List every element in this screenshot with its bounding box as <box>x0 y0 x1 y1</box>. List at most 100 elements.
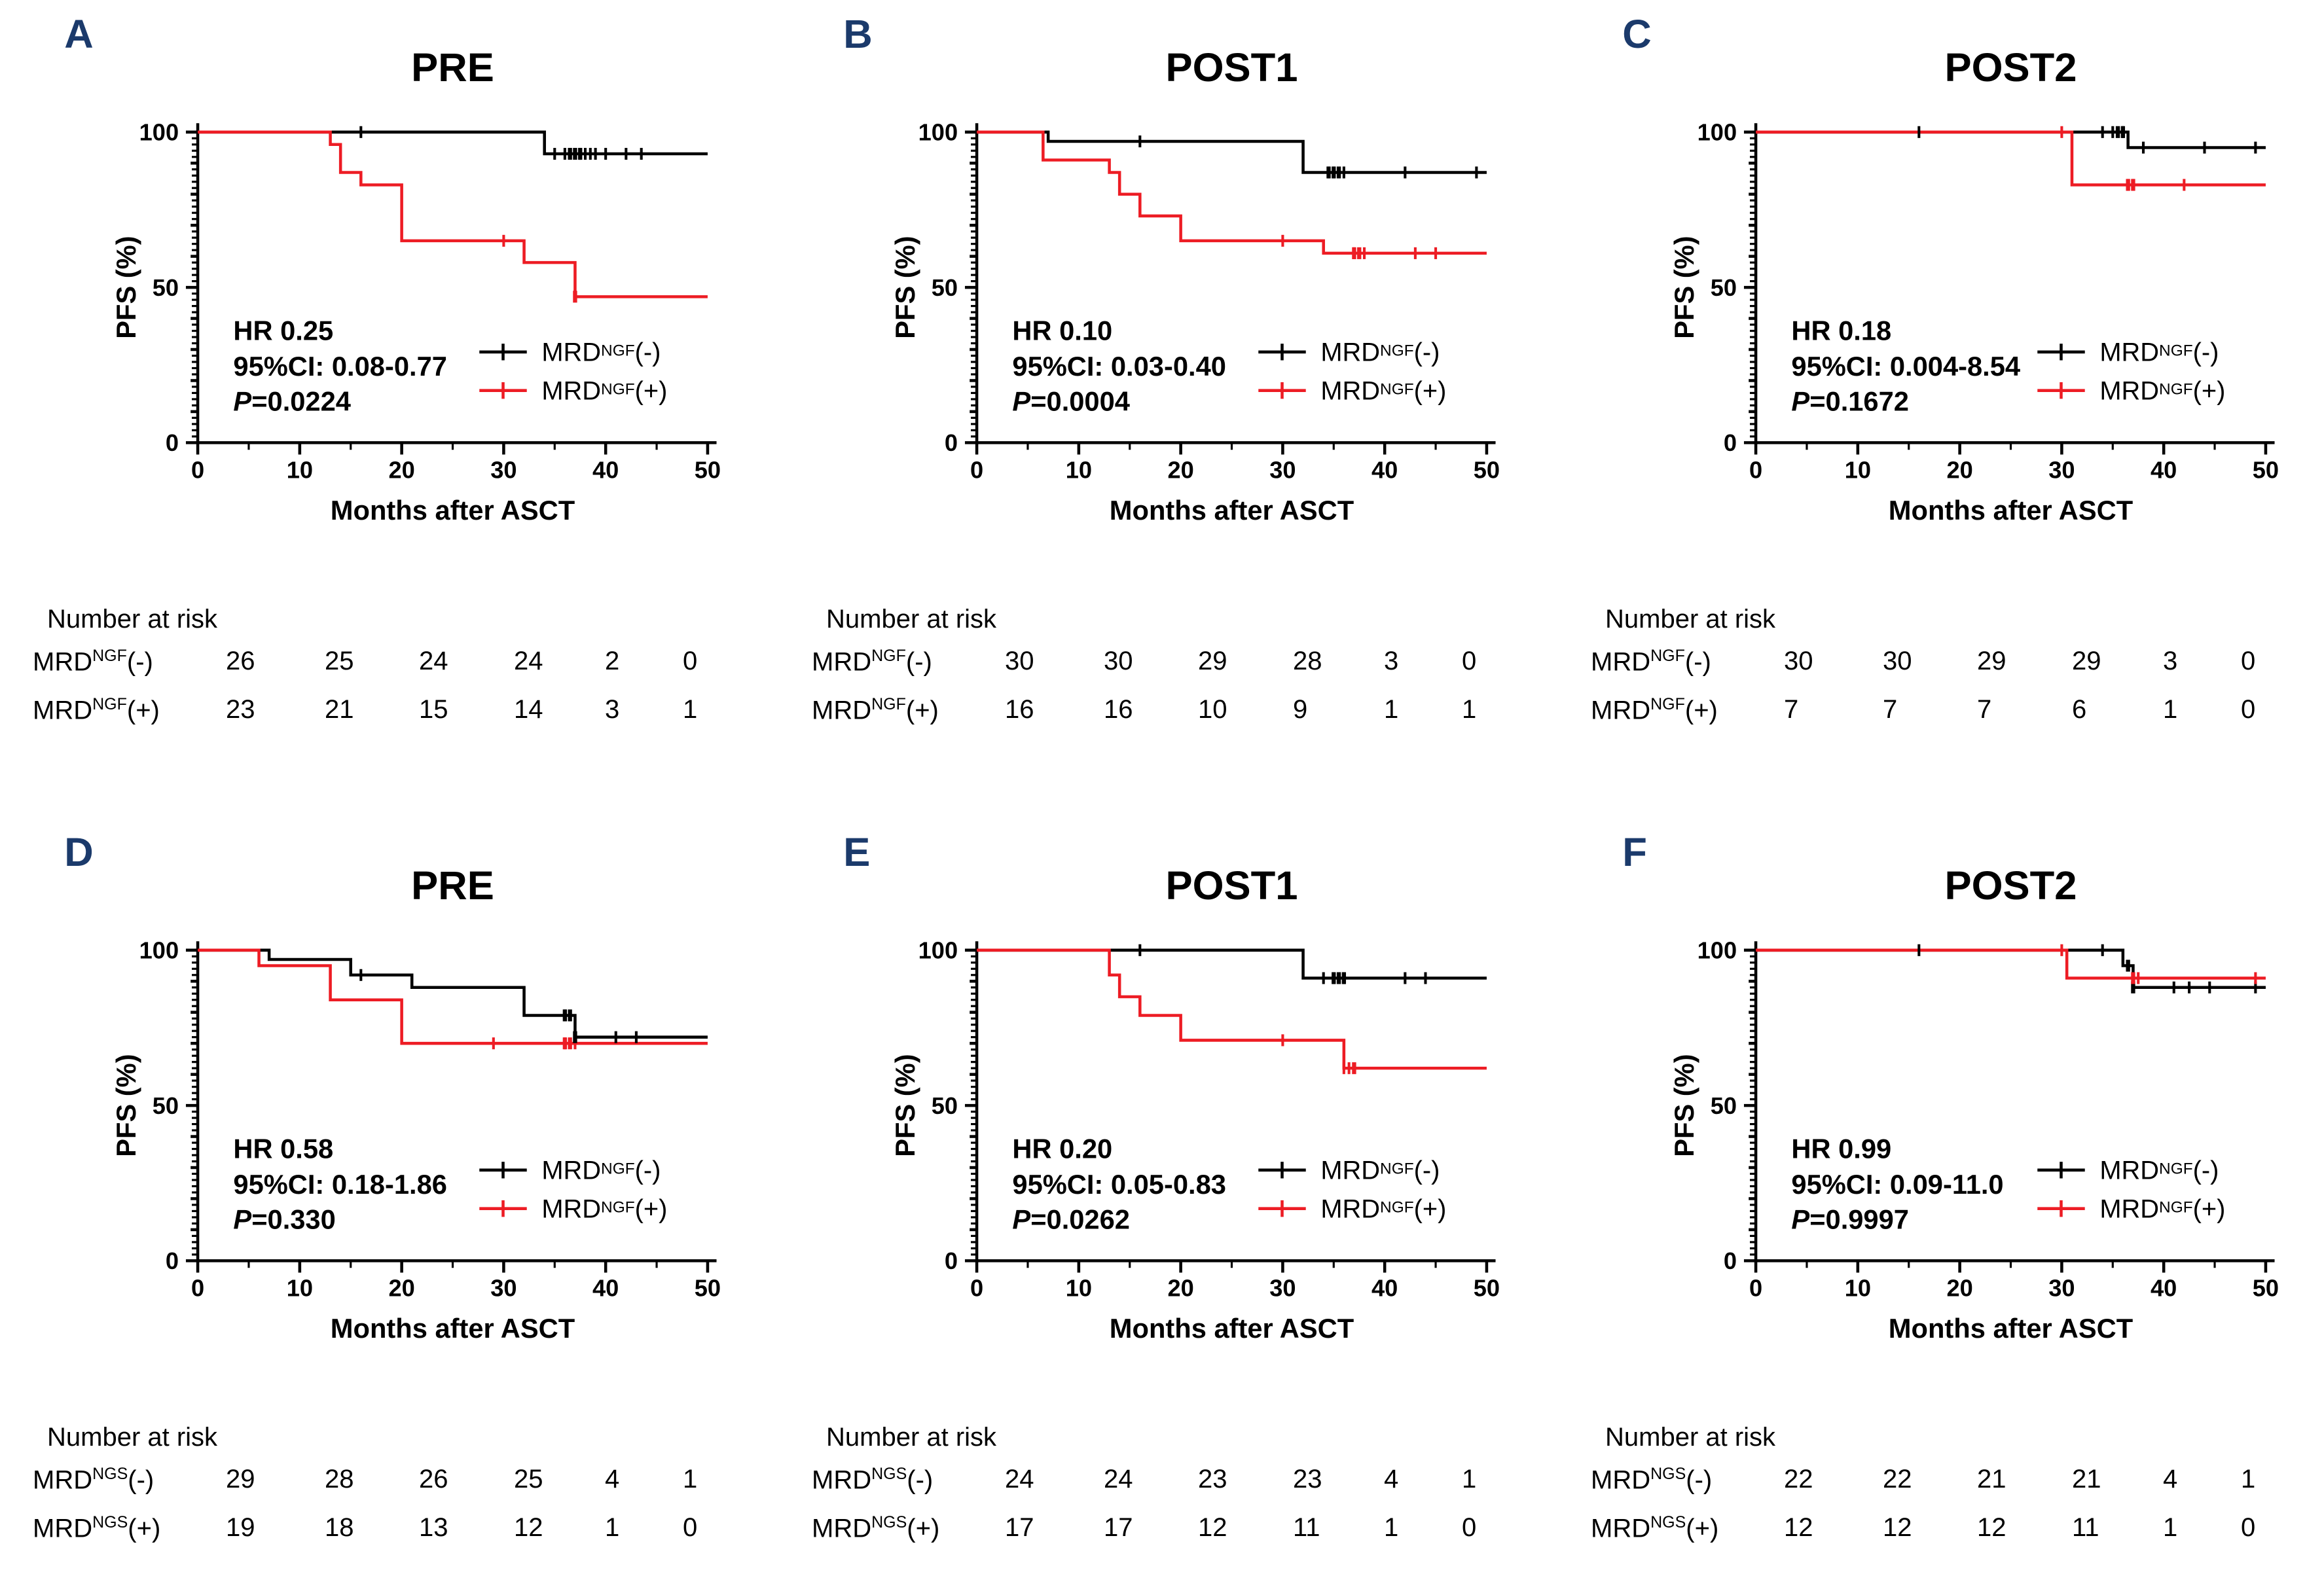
svg-text:MRDNGF(+): MRDNGF(+) <box>1320 376 1446 405</box>
svg-text:30: 30 <box>1269 457 1296 484</box>
svg-text:MRDNGF(-): MRDNGF(-) <box>2099 338 2219 367</box>
svg-text:30: 30 <box>1269 1275 1296 1302</box>
svg-text:0: 0 <box>970 1275 983 1302</box>
svg-text:50: 50 <box>932 1092 958 1119</box>
svg-text:PRE: PRE <box>411 863 494 908</box>
svg-text:50: 50 <box>153 274 179 301</box>
svg-text:50: 50 <box>153 1092 179 1119</box>
svg-text:20: 20 <box>1946 457 1972 484</box>
svg-text:100: 100 <box>1698 937 1737 963</box>
svg-text:P=0.9997: P=0.9997 <box>1791 1204 1909 1234</box>
svg-text:MRDNGF(-): MRDNGF(-) <box>1320 338 1440 367</box>
svg-text:0: 0 <box>1749 457 1762 484</box>
svg-text:50: 50 <box>695 457 721 484</box>
svg-text:0: 0 <box>191 457 204 484</box>
svg-text:10: 10 <box>287 457 313 484</box>
svg-text:50: 50 <box>1474 1275 1500 1302</box>
svg-text:10: 10 <box>1845 457 1871 484</box>
svg-text:POST2: POST2 <box>1945 863 2077 908</box>
svg-text:30: 30 <box>2048 1275 2075 1302</box>
svg-text:50: 50 <box>1474 457 1500 484</box>
svg-text:Months after ASCT: Months after ASCT <box>1110 495 1354 526</box>
svg-text:95%CI: 0.004-8.54: 95%CI: 0.004-8.54 <box>1791 351 2020 382</box>
svg-text:P=0.0004: P=0.0004 <box>1012 385 1130 416</box>
svg-text:P=0.0224: P=0.0224 <box>233 385 351 416</box>
svg-text:40: 40 <box>592 457 619 484</box>
svg-text:MRDNGF(-): MRDNGF(-) <box>2099 1156 2219 1185</box>
svg-text:95%CI: 0.05-0.83: 95%CI: 0.05-0.83 <box>1012 1169 1226 1200</box>
svg-text:PFS (%): PFS (%) <box>1669 236 1699 338</box>
svg-text:40: 40 <box>1371 457 1398 484</box>
svg-text:MRDNGF(-): MRDNGF(-) <box>541 338 661 367</box>
svg-text:50: 50 <box>2253 1275 2279 1302</box>
svg-text:20: 20 <box>388 1275 414 1302</box>
svg-text:10: 10 <box>1066 457 1092 484</box>
svg-text:10: 10 <box>287 1275 313 1302</box>
svg-text:HR 0.25: HR 0.25 <box>233 315 333 346</box>
svg-text:20: 20 <box>1167 1275 1193 1302</box>
svg-text:B: B <box>843 12 872 57</box>
svg-text:95%CI: 0.03-0.40: 95%CI: 0.03-0.40 <box>1012 351 1226 382</box>
svg-text:0: 0 <box>1724 429 1737 456</box>
svg-text:MRDNGF(-): MRDNGF(-) <box>1320 1156 1440 1185</box>
svg-text:POST1: POST1 <box>1166 863 1298 908</box>
svg-text:100: 100 <box>918 118 958 145</box>
svg-text:HR 0.58: HR 0.58 <box>233 1134 333 1164</box>
svg-text:P=0.1672: P=0.1672 <box>1791 385 1909 416</box>
svg-text:40: 40 <box>592 1275 619 1302</box>
svg-text:10: 10 <box>1066 1275 1092 1302</box>
svg-text:P=0.0262: P=0.0262 <box>1012 1204 1130 1234</box>
svg-text:40: 40 <box>1371 1275 1398 1302</box>
svg-text:30: 30 <box>2048 457 2075 484</box>
svg-text:50: 50 <box>1711 274 1737 301</box>
svg-text:50: 50 <box>2253 457 2279 484</box>
svg-text:PFS (%): PFS (%) <box>111 236 141 338</box>
svg-text:PFS (%): PFS (%) <box>890 1054 920 1156</box>
svg-text:HR 0.99: HR 0.99 <box>1791 1134 1891 1164</box>
svg-text:20: 20 <box>1167 457 1193 484</box>
svg-text:MRDNGF(+): MRDNGF(+) <box>541 376 667 405</box>
svg-text:PFS (%): PFS (%) <box>890 236 920 338</box>
svg-text:E: E <box>843 830 870 875</box>
svg-text:0: 0 <box>166 1247 179 1274</box>
svg-text:50: 50 <box>695 1275 721 1302</box>
svg-text:50: 50 <box>1711 1092 1737 1119</box>
svg-text:50: 50 <box>932 274 958 301</box>
svg-text:100: 100 <box>139 937 179 963</box>
svg-text:0: 0 <box>1749 1275 1762 1302</box>
svg-text:HR 0.20: HR 0.20 <box>1012 1134 1112 1164</box>
svg-text:0: 0 <box>945 429 958 456</box>
svg-text:MRDNGF(+): MRDNGF(+) <box>2099 376 2225 405</box>
svg-text:40: 40 <box>2151 457 2177 484</box>
svg-text:100: 100 <box>918 937 958 963</box>
svg-text:Months after ASCT: Months after ASCT <box>331 495 575 526</box>
svg-text:HR 0.10: HR 0.10 <box>1012 315 1112 346</box>
svg-text:POST1: POST1 <box>1166 45 1298 90</box>
svg-text:HR 0.18: HR 0.18 <box>1791 315 1891 346</box>
svg-text:Months after ASCT: Months after ASCT <box>1889 1313 2133 1344</box>
svg-text:30: 30 <box>490 1275 517 1302</box>
svg-text:MRDNGF(+): MRDNGF(+) <box>2099 1194 2225 1223</box>
svg-text:D: D <box>64 830 93 875</box>
svg-text:95%CI: 0.08-0.77: 95%CI: 0.08-0.77 <box>233 351 446 382</box>
svg-text:MRDNGF(+): MRDNGF(+) <box>541 1194 667 1223</box>
svg-text:Months after ASCT: Months after ASCT <box>1889 495 2133 526</box>
svg-text:PFS (%): PFS (%) <box>111 1054 141 1156</box>
svg-text:100: 100 <box>1698 118 1737 145</box>
svg-text:0: 0 <box>166 429 179 456</box>
svg-text:0: 0 <box>191 1275 204 1302</box>
svg-text:20: 20 <box>388 457 414 484</box>
svg-text:P=0.330: P=0.330 <box>233 1204 335 1234</box>
svg-text:20: 20 <box>1946 1275 1972 1302</box>
svg-text:Months after ASCT: Months after ASCT <box>1110 1313 1354 1344</box>
svg-text:95%CI: 0.09-11.0: 95%CI: 0.09-11.0 <box>1791 1169 2003 1200</box>
svg-text:0: 0 <box>945 1247 958 1274</box>
svg-text:95%CI: 0.18-1.86: 95%CI: 0.18-1.86 <box>233 1169 446 1200</box>
svg-text:10: 10 <box>1845 1275 1871 1302</box>
svg-text:PFS (%): PFS (%) <box>1669 1054 1699 1156</box>
svg-text:Months after ASCT: Months after ASCT <box>331 1313 575 1344</box>
svg-text:MRDNGF(-): MRDNGF(-) <box>541 1156 661 1185</box>
svg-text:A: A <box>64 12 93 57</box>
svg-text:0: 0 <box>1724 1247 1737 1274</box>
svg-text:C: C <box>1622 12 1651 57</box>
